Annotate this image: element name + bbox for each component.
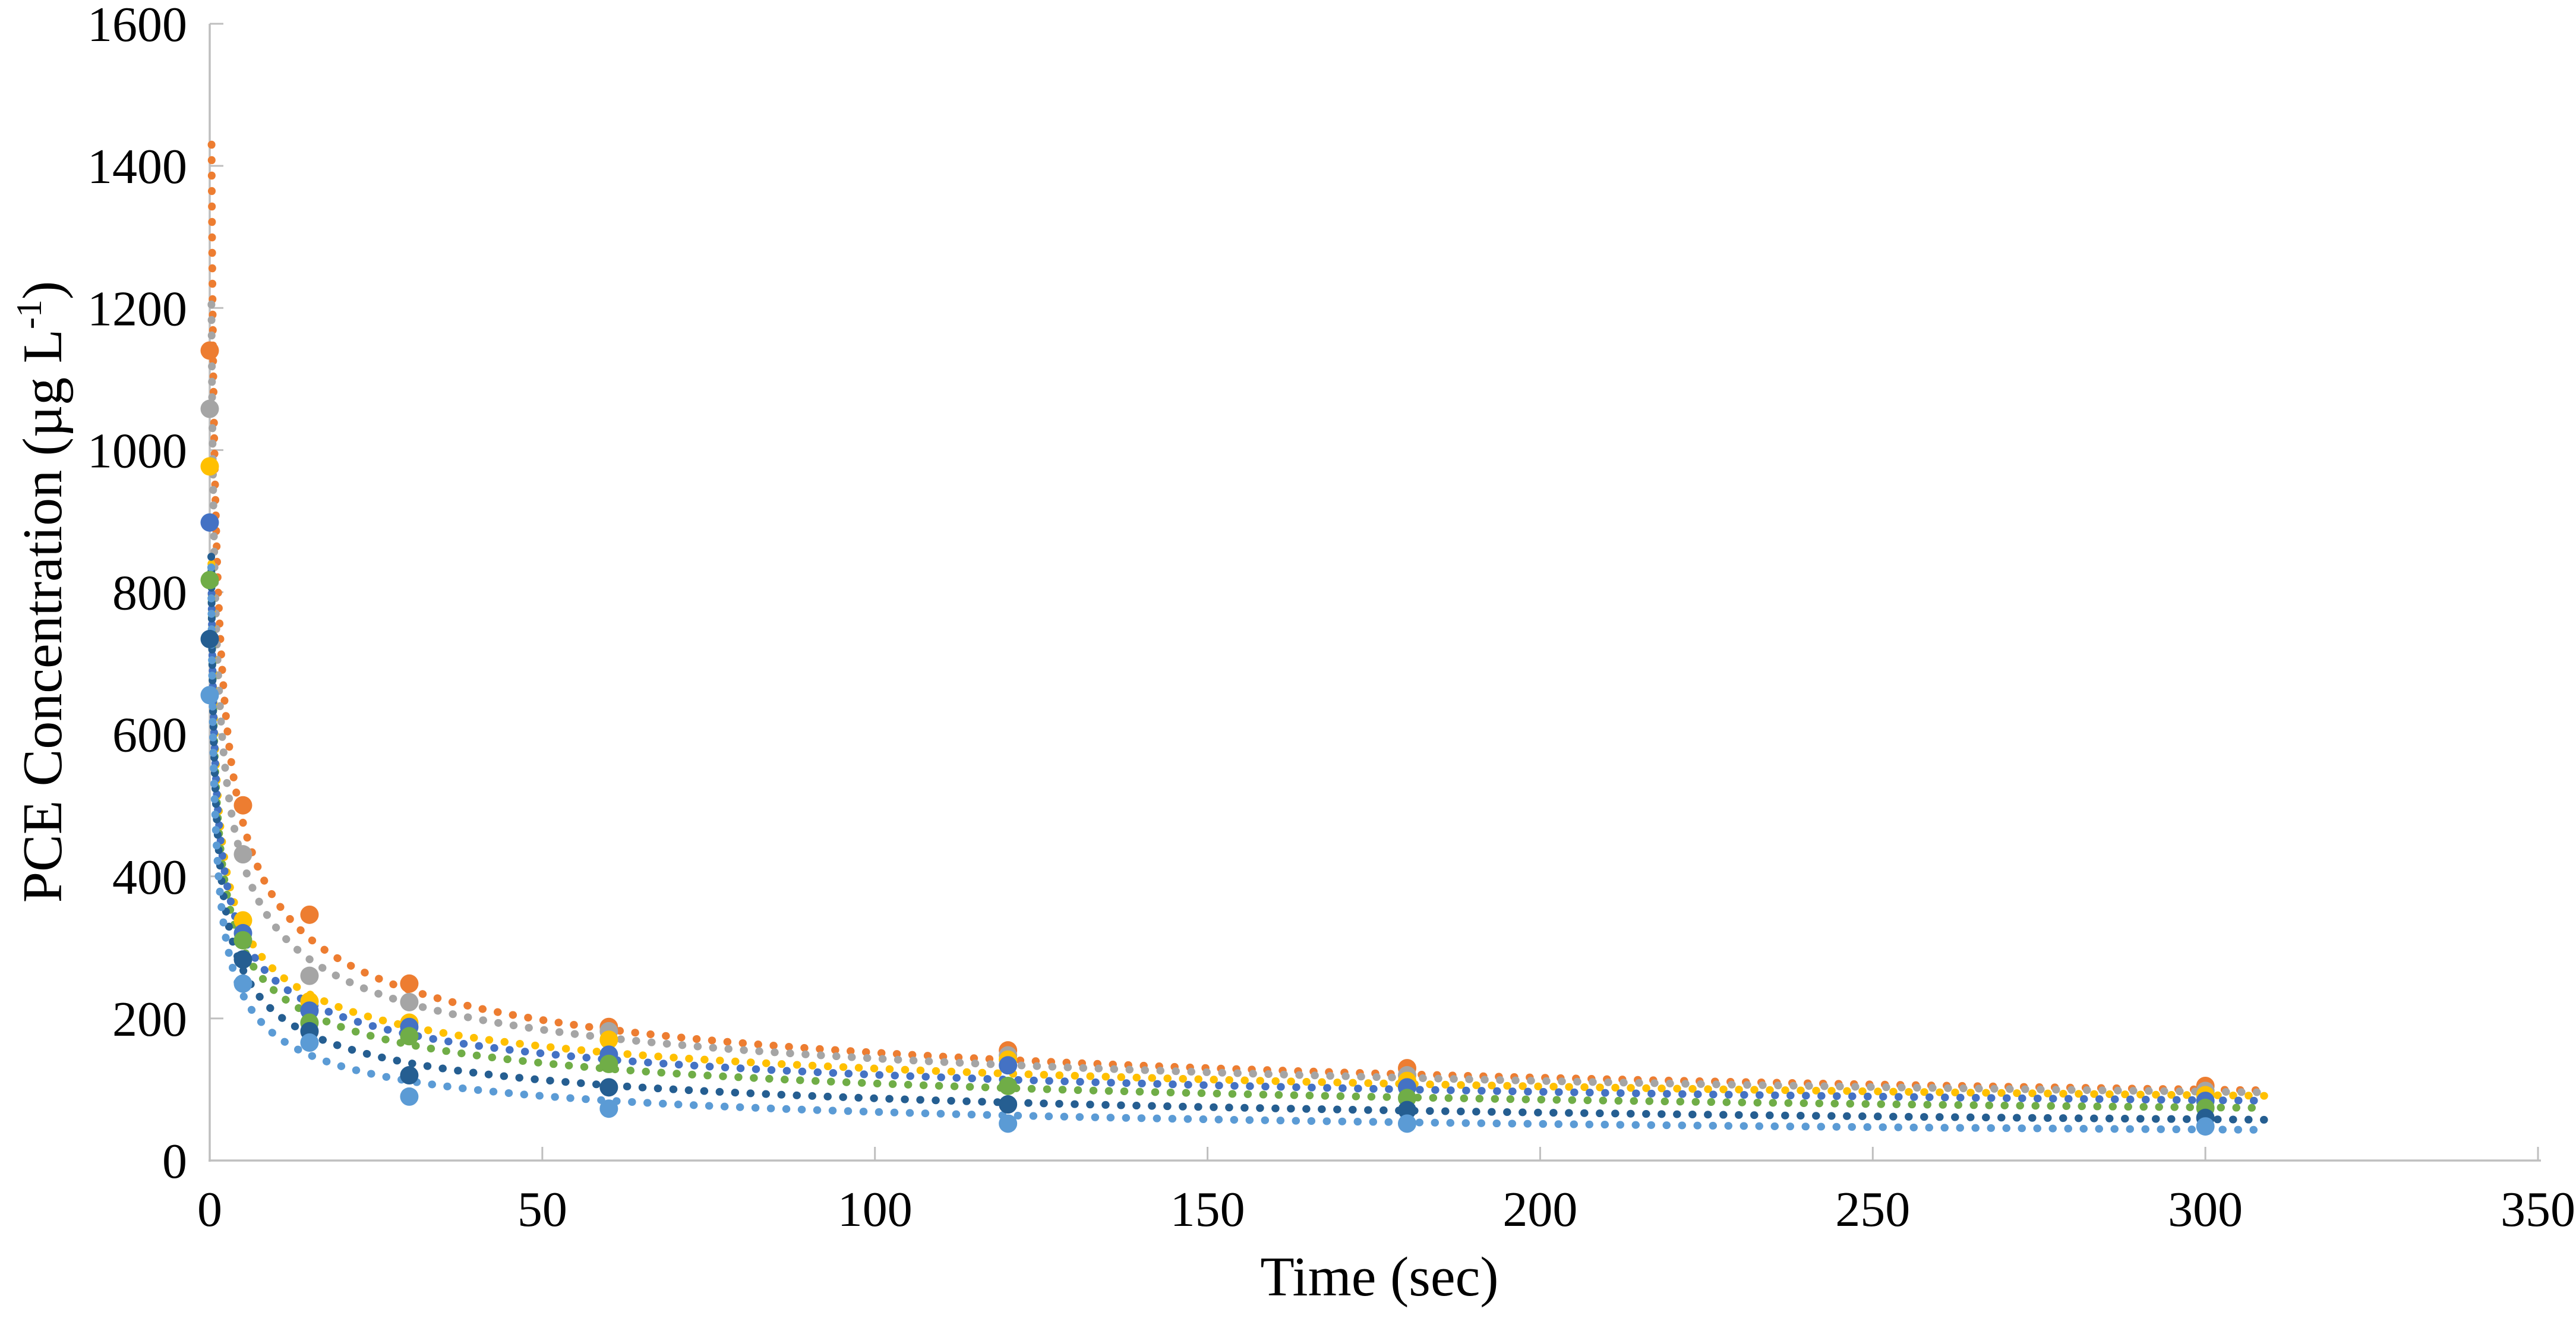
y-axis-title-main: PCE Concentration (µg L <box>12 329 74 903</box>
y-tick-label: 600 <box>112 708 187 763</box>
trend-line-series-4-blue <box>207 574 2269 1105</box>
x-axis-title: Time (sec) <box>1260 1246 1498 1308</box>
data-point-series-7-lightblue <box>400 1087 419 1106</box>
tick-labels: 0 200 400 600 800 1000 1200 1400 1600 0 50 100 150 20… <box>87 0 2575 1237</box>
data-point-series-3-gold <box>599 1030 618 1049</box>
trend-lines <box>207 140 2269 1134</box>
data-point-series-1-orange <box>300 905 319 924</box>
data-point-series-1-orange <box>200 341 219 360</box>
x-tick-label: 100 <box>838 1182 913 1237</box>
trend-line-series-3-gold <box>207 560 2269 1100</box>
y-tick-label: 1000 <box>87 423 187 478</box>
data-point-series-4-blue <box>200 513 219 532</box>
y-tick-label: 0 <box>162 1134 187 1189</box>
x-tick-label: 250 <box>1835 1182 1910 1237</box>
data-point-series-7-lightblue <box>599 1099 618 1118</box>
data-point-series-2-gray <box>233 845 252 864</box>
data-point-series-3-gold <box>233 911 252 930</box>
y-tick-label: 200 <box>112 992 187 1047</box>
data-point-series-6-darkblue <box>233 950 252 969</box>
x-tick-label: 200 <box>1502 1182 1577 1237</box>
y-tick-label: 1400 <box>87 139 187 194</box>
data-point-series-7-lightblue <box>2196 1117 2215 1136</box>
data-point-series-5-green <box>599 1054 618 1073</box>
y-tick-label: 800 <box>112 566 187 621</box>
data-point-series-6-darkblue <box>999 1095 1018 1114</box>
data-point-series-3-gold <box>200 457 219 476</box>
data-point-series-7-lightblue <box>300 1033 319 1052</box>
x-tick-label: 350 <box>2501 1182 2575 1237</box>
data-points <box>200 341 2215 1136</box>
data-point-series-2-gray <box>400 992 419 1011</box>
data-point-series-6-darkblue <box>1397 1101 1416 1120</box>
trend-line-series-1-orange <box>207 140 2269 1095</box>
x-tick-label: 300 <box>2168 1182 2243 1237</box>
x-tick-label: 0 <box>197 1182 222 1237</box>
trend-line-series-5-green <box>207 567 2269 1112</box>
data-point-series-2-gray <box>200 399 219 418</box>
data-point-series-7-lightblue <box>200 686 219 705</box>
y-axis-title-superscript: -1 <box>10 299 49 329</box>
data-point-series-7-lightblue <box>233 974 252 993</box>
data-point-series-5-green <box>200 570 219 589</box>
y-tick-label: 400 <box>112 850 187 905</box>
data-point-series-4-blue <box>999 1056 1018 1075</box>
data-point-series-7-lightblue <box>999 1114 1018 1133</box>
data-point-series-7-lightblue <box>1397 1114 1416 1133</box>
data-point-series-2-gray <box>300 966 319 985</box>
y-tick-label: 1200 <box>87 281 187 336</box>
data-point-series-6-darkblue <box>200 629 219 648</box>
x-tick-label: 50 <box>517 1182 567 1237</box>
trend-line-series-6-darkblue <box>207 553 2269 1124</box>
y-axis-title-close: ) <box>12 281 74 299</box>
data-point-series-1-orange <box>233 796 252 815</box>
data-point-series-5-green <box>400 1027 419 1046</box>
data-point-series-1-orange <box>400 974 419 993</box>
data-point-series-5-green <box>233 931 252 950</box>
data-point-series-5-green <box>999 1076 1018 1095</box>
axes <box>209 23 2541 1162</box>
y-axis-title: PCE Concentration (µg L-1) <box>10 281 74 903</box>
trend-line-series-2-gray <box>207 300 2269 1096</box>
data-point-series-6-darkblue <box>599 1078 618 1097</box>
x-tick-label: 150 <box>1170 1182 1245 1237</box>
trend-line-series-7-lightblue <box>207 563 2269 1134</box>
y-tick-label: 1600 <box>87 0 187 52</box>
data-point-series-6-darkblue <box>400 1066 419 1085</box>
